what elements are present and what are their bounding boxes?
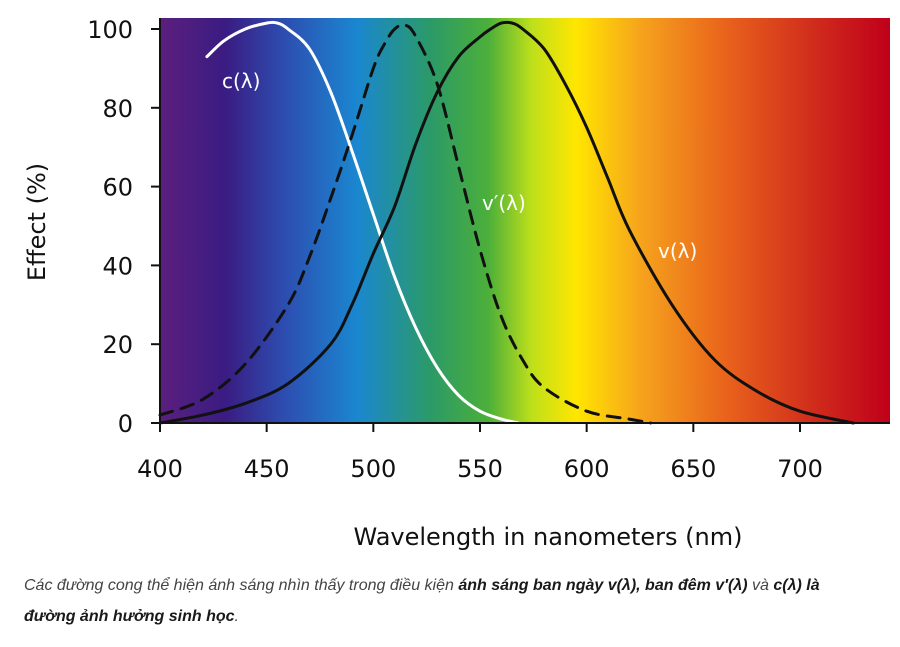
- y-axis-title: Effect (%): [23, 163, 51, 281]
- curve-v-lambda-label: v(λ): [658, 239, 697, 263]
- curve-v-prime-lambda-label: v′(λ): [482, 191, 526, 215]
- curve-v-lambda: [158, 20, 855, 425]
- x-tick-label: 650: [670, 455, 716, 483]
- y-tick-label: 40: [102, 252, 133, 280]
- caption-bold-1: ánh sáng ban ngày v(λ), ban đêm v′(λ): [458, 577, 748, 594]
- caption: Các đường cong thể hiện ánh sáng nhìn th…: [24, 570, 874, 632]
- x-tick-label: 600: [564, 455, 610, 483]
- caption-text-3: .: [234, 608, 239, 625]
- x-tick-label: 550: [457, 455, 503, 483]
- curve-labels: c(λ) v′(λ) v(λ): [222, 69, 697, 263]
- y-tick-label: 60: [102, 174, 133, 202]
- curves: [158, 20, 855, 425]
- y-tick-label: 0: [118, 410, 133, 438]
- curve-v-prime-lambda: [158, 23, 653, 425]
- caption-text-1: Các đường cong thể hiện ánh sáng nhìn th…: [24, 577, 459, 594]
- x-tick-label: 700: [777, 455, 823, 483]
- x-axis-title: Wavelength in nanometers (nm): [354, 523, 743, 551]
- caption-bold-2: c(λ) là đường ảnh hưởng sinh học: [24, 577, 820, 625]
- spectrum-background: [160, 18, 890, 422]
- x-tick-label: 450: [244, 455, 290, 483]
- y-tick-label: 100: [87, 16, 133, 44]
- curve-c-lambda: [205, 20, 520, 425]
- y-tick-label: 20: [102, 331, 133, 359]
- chart: c(λ) v′(λ) v(λ) 400 450 500 550 600 650 700 0 20 4…: [23, 16, 890, 551]
- x-ticks: 400 450 500 550 600 650 700: [137, 423, 823, 483]
- x-tick-label: 500: [350, 455, 396, 483]
- x-tick-label: 400: [137, 455, 183, 483]
- y-tick-label: 80: [102, 95, 133, 123]
- y-ticks: 0 20 40 60 80 100: [87, 16, 160, 438]
- curve-c-lambda-label: c(λ): [222, 69, 260, 93]
- caption-text-2: và: [747, 577, 774, 594]
